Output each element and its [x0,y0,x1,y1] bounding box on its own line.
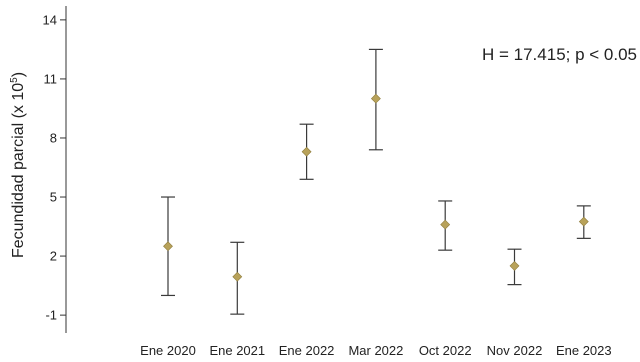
x-tick-label: Mar 2022 [348,343,403,358]
x-tick-label: Ene 2020 [140,343,196,358]
y-axis: -1 2 5 8 11 14 [43,6,67,333]
x-tick-label: Oct 2022 [419,343,472,358]
mean-marker [301,146,312,157]
x-tick-label: Ene 2022 [279,343,335,358]
y-axis-title-text: Fecundidad parcial (x 10 [10,83,27,258]
y-tick-label: 8 [50,130,57,145]
mean-markers [163,93,589,282]
y-tick-label: 5 [50,190,57,205]
y-tick-label: -1 [45,308,57,323]
y-axis-title: Fecundidad parcial (x 105) [9,72,27,258]
mean-marker [440,219,451,230]
x-tick-label: Ene 2023 [556,343,612,358]
mean-marker [370,93,381,104]
y-axis-title-superscript: 5 [9,77,20,83]
mean-marker [578,216,589,227]
y-tick-label: 14 [43,12,57,27]
x-axis-tick-labels: Ene 2020 Ene 2021 Ene 2022 Mar 2022 Oct 2022… [140,343,611,358]
y-tick-label: 2 [50,249,57,264]
y-tick-label: 11 [44,71,58,86]
y-axis-title-suffix: ) [10,72,27,77]
mean-marker [163,241,173,252]
mean-marker [509,260,520,271]
statistic-annotation: H = 17.415; p < 0.05 [482,45,637,64]
x-tick-label: Ene 2021 [209,343,265,358]
mean-marker [232,271,243,282]
error-bars [161,48,591,315]
x-tick-label: Nov 2022 [487,343,543,358]
